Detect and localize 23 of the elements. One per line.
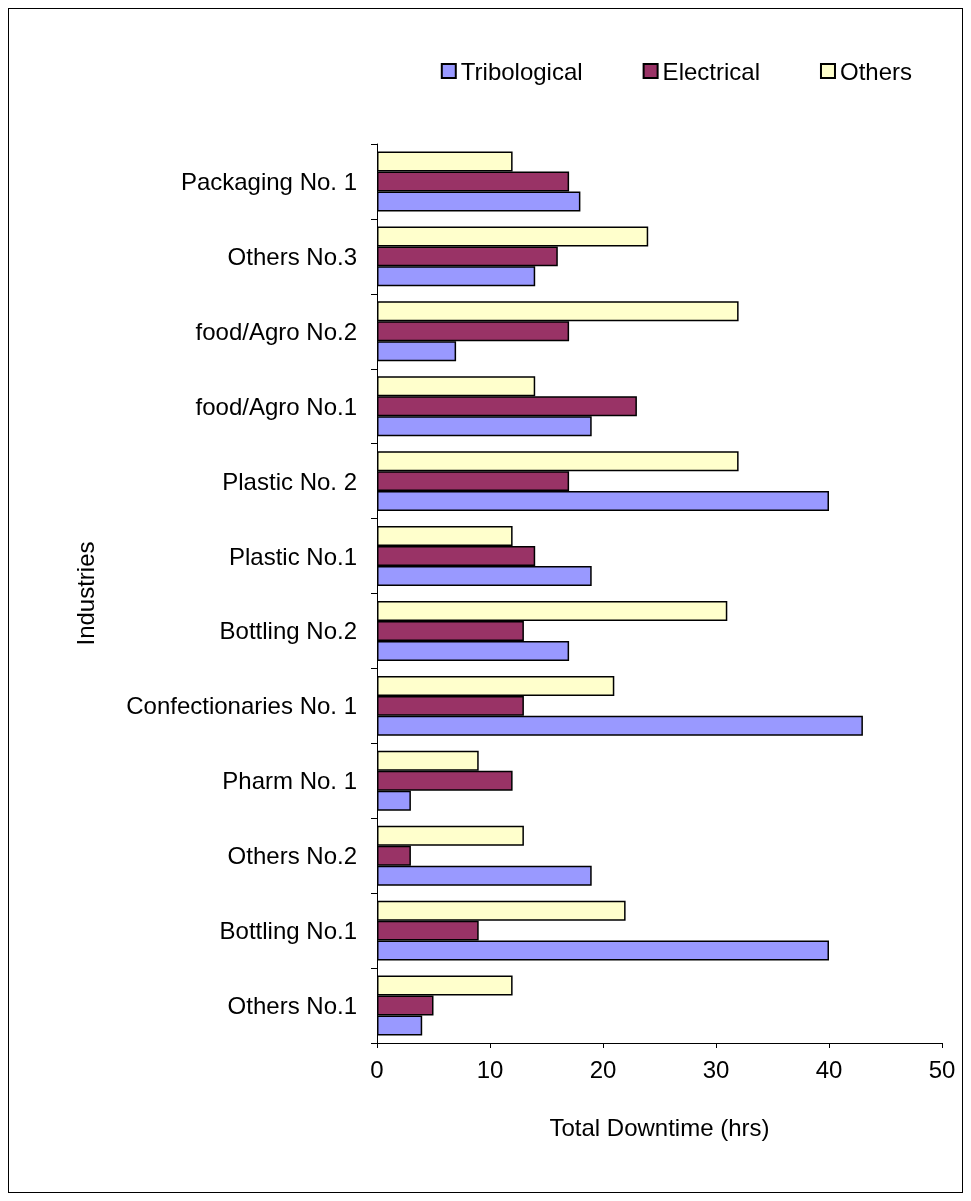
legend-label: Others: [839, 57, 913, 85]
x-tick-label: 30: [702, 1055, 730, 1083]
x-tick-label: 50: [928, 1055, 956, 1083]
x-tick-label: 0: [370, 1055, 384, 1083]
legend-label: Tribological: [460, 57, 583, 85]
y-tick-label: food/Agro No.1: [195, 392, 357, 420]
y-tick-label: Others No.1: [227, 992, 357, 1020]
y-tick-label: Bottling No.1: [219, 917, 357, 945]
x-tick-label: 40: [815, 1055, 843, 1083]
y-tick-label: Plastic No.1: [228, 542, 357, 570]
y-tick-label: Plastic No. 2: [222, 467, 357, 495]
x-tick-label: 10: [476, 1055, 504, 1083]
y-tick-label: Others No.2: [227, 842, 357, 870]
y-axis-title: Industries: [71, 541, 99, 646]
y-tick-label: Confectionaries No. 1: [126, 692, 357, 720]
y-tick-label: Packaging No. 1: [180, 167, 357, 195]
x-tick-label: 20: [589, 1055, 617, 1083]
x-axis-title: Total Downtime (hrs): [549, 1113, 770, 1141]
y-tick-label: food/Agro No.2: [195, 317, 357, 345]
legend-label: Electrical: [662, 57, 760, 85]
y-tick-label: Others No.3: [227, 242, 357, 270]
y-tick-label: Bottling No.2: [219, 617, 357, 645]
y-tick-label: Pharm No. 1: [222, 767, 357, 795]
